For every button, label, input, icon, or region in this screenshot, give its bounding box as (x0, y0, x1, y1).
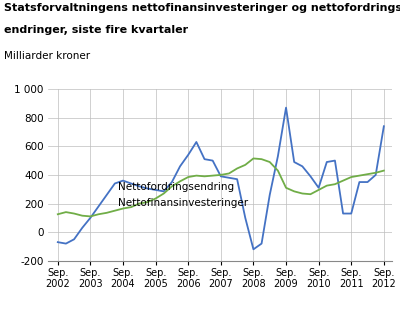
Text: Statsforvaltningens nettofinansinvesteringer og nettofordrings-: Statsforvaltningens nettofinansinvesteri… (4, 3, 400, 13)
Text: endringer, siste fire kvartaler: endringer, siste fire kvartaler (4, 25, 188, 35)
Text: Milliarder kroner: Milliarder kroner (4, 51, 90, 61)
Text: Nettofordringsendring: Nettofordringsendring (118, 182, 234, 192)
Text: Nettofinansinvesteringer: Nettofinansinvesteringer (118, 198, 248, 208)
